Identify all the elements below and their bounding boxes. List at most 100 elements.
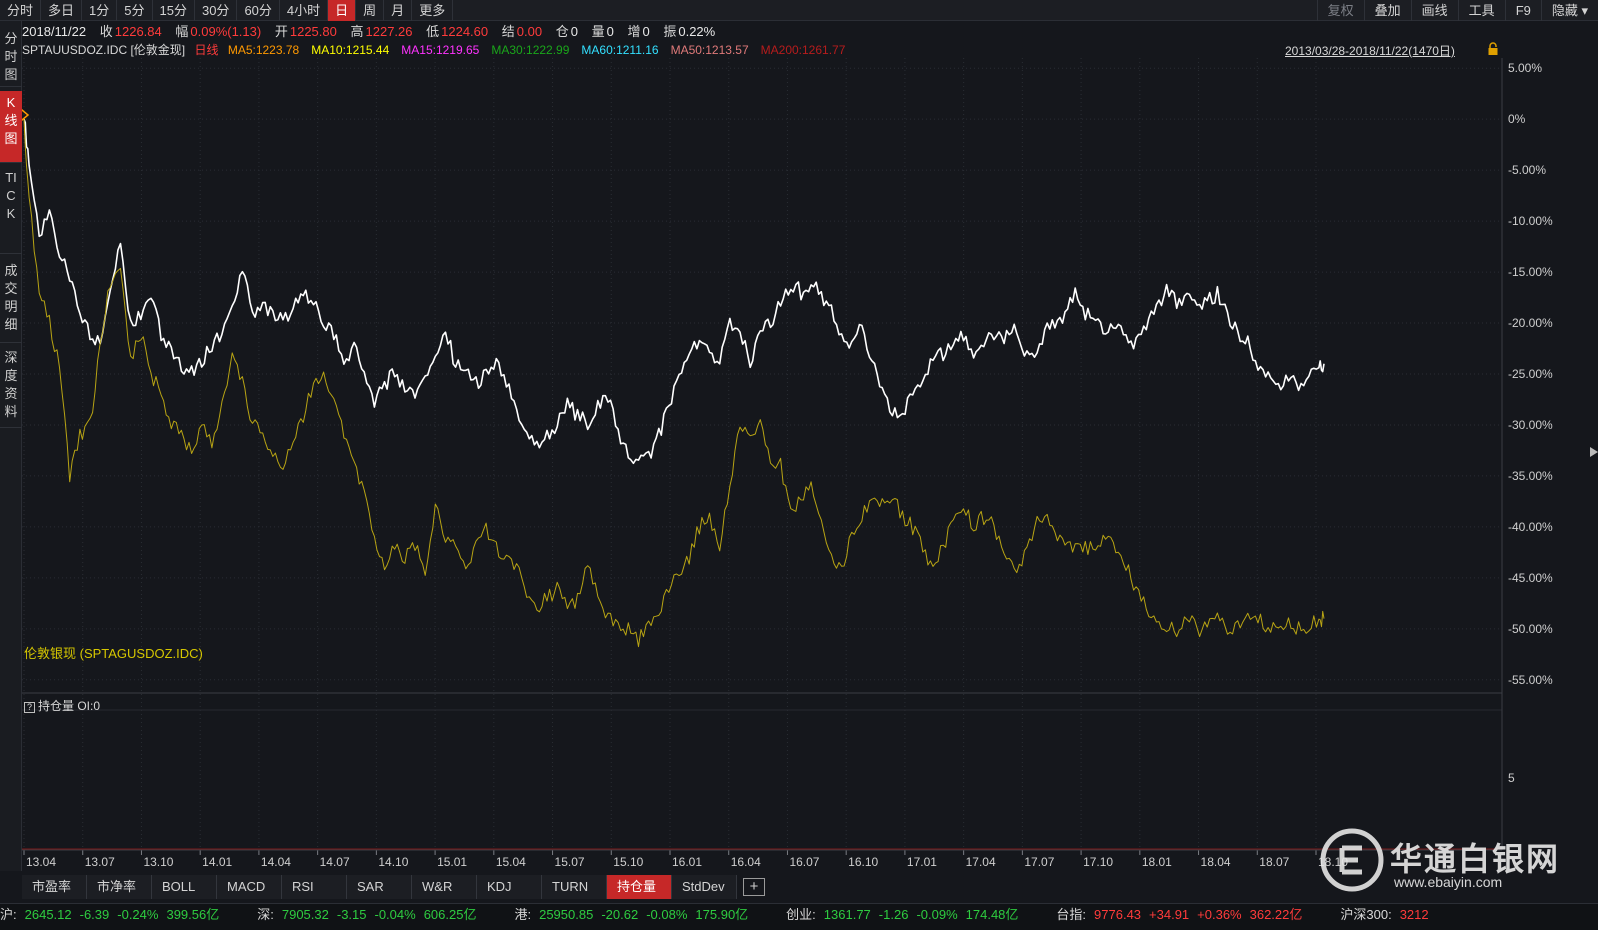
y-tick-label: -5.00% — [1508, 163, 1546, 177]
volume-value: 0 — [606, 24, 614, 39]
period-button[interactable]: 15分 — [153, 0, 195, 21]
indicator-tab[interactable]: 市净率 — [87, 875, 152, 899]
ticker-item[interactable]: 创业: 1361.77 -1.26 -0.09% 174.48亿 — [786, 907, 1026, 922]
ticker-value: 7905.32 — [281, 907, 329, 922]
open-value: 1225.80 — [289, 24, 337, 39]
ticker-change: -6.39 — [79, 907, 110, 922]
oi-axis-tick: 5 — [1508, 771, 1515, 785]
view-tab[interactable]: 分时图 — [0, 27, 22, 87]
period-button[interactable]: 更多 — [412, 0, 454, 21]
tool-button[interactable]: 叠加 — [1363, 0, 1411, 21]
y-tick-label: -10.00% — [1508, 214, 1553, 228]
x-tick-label: 13.10 — [143, 855, 173, 869]
ma-value: MA10:1215.44 — [311, 43, 390, 57]
y-tick-label: -45.00% — [1508, 571, 1553, 585]
y-axis-labels: 5.00% 0% -5.00% -10.00% -15.00% -20.00% -25.00… — [1508, 61, 1553, 687]
view-tab[interactable]: K线图 — [0, 91, 22, 163]
ticker-value: 2645.12 — [24, 907, 72, 922]
line-type-label[interactable]: 日线 — [194, 43, 219, 57]
y-tick-label: 5.00% — [1508, 61, 1542, 75]
ticker-item[interactable]: 沪深300: 3212 — [1340, 907, 1436, 922]
ma-value: MA60:1211.16 — [581, 43, 659, 57]
period-button[interactable]: 周 — [356, 0, 385, 21]
ticker-name: 台指: — [1056, 907, 1087, 922]
indicator-tab[interactable]: StdDev — [672, 875, 737, 899]
oi-label-text: 持仓量 OI:0 — [38, 699, 101, 713]
silver-series-line — [23, 119, 1325, 648]
y-tick-label: -25.00% — [1508, 367, 1553, 381]
period-button[interactable]: 5分 — [117, 0, 153, 21]
period-buttons: 分时 多日 1分 5分 15分 30分 60分 4小时日周月更多 — [0, 0, 454, 21]
ticker-amount: 606.25亿 — [423, 907, 477, 922]
watermark: 华通白银网 www.ebaiyin.com — [1320, 828, 1590, 898]
x-tick-label: 18.07 — [1259, 855, 1289, 869]
ticker-name: 港: — [514, 907, 532, 922]
settle-label: 结 — [501, 24, 515, 39]
tool-button[interactable]: 画线 — [1410, 0, 1458, 21]
period-button[interactable]: 4小时 — [280, 0, 329, 21]
tool-button[interactable]: 隐藏 ▾ — [1540, 0, 1598, 21]
view-tab[interactable]: 深度资料 — [0, 346, 22, 428]
period-button[interactable]: 日 — [328, 0, 357, 21]
y-tick-label: -35.00% — [1508, 469, 1553, 483]
gold-series-line — [23, 118, 1325, 465]
ticker-item[interactable]: 沪: 2645.12 -6.39 -0.24% 399.56亿 — [0, 907, 227, 922]
x-tick-label: 18.04 — [1201, 855, 1231, 869]
period-button[interactable]: 30分 — [195, 0, 238, 21]
lock-icon[interactable] — [1487, 42, 1499, 56]
tool-button[interactable]: F9 — [1504, 0, 1541, 21]
x-tick-label: 17.10 — [1083, 855, 1113, 869]
ticker-value: 1361.77 — [823, 907, 871, 922]
x-axis-labels: 13.04 13.07 13.10 14.01 14.04 14.07 14.10 15.01… — [26, 855, 1348, 869]
ticker-item[interactable]: 深: 7905.32 -3.15 -0.04% 606.25亿 — [257, 907, 484, 922]
indicator-tab[interactable]: BOLL — [152, 875, 217, 899]
help-icon[interactable]: ? — [24, 702, 35, 713]
add-indicator-icon[interactable]: + — [743, 878, 765, 896]
indicator-tab[interactable]: MACD — [217, 875, 282, 899]
ticker-change: -3.15 — [336, 907, 367, 922]
view-tabs: 分时图 K线图 TICK 成交明细深度资料 — [0, 21, 22, 871]
range-label: 幅 — [175, 24, 189, 39]
y-tick-label: -20.00% — [1508, 316, 1553, 330]
ticker-pct: -0.04% — [374, 907, 416, 922]
indicator-tab[interactable]: 持仓量 — [607, 875, 672, 899]
date-range[interactable]: 2013/03/28-2018/11/22(1470日) — [1285, 44, 1455, 58]
x-tick-label: 14.04 — [261, 855, 291, 869]
ticker-change: -1.26 — [878, 907, 909, 922]
ticker-name: 沪: — [0, 907, 17, 922]
kline-chart[interactable]: 5.00% 0% -5.00% -10.00% -15.00% -20.00% -25.00… — [0, 0, 1598, 903]
indicator-tab[interactable]: KDJ — [477, 875, 542, 899]
ticker-item[interactable]: 港: 25950.85 -20.62 -0.08% 175.90亿 — [514, 907, 756, 922]
y-tick-label: -40.00% — [1508, 520, 1553, 534]
view-tab[interactable]: TICK — [0, 166, 22, 254]
amplitude-label: 振 — [663, 24, 677, 39]
tool-button[interactable]: 复权 — [1316, 0, 1364, 21]
indicator-tab[interactable]: 市盈率 — [22, 875, 87, 899]
ticker-item[interactable]: 台指: 9776.43 +34.91 +0.36% 362.22亿 — [1056, 907, 1310, 922]
period-button[interactable]: 分时 — [0, 0, 42, 21]
position-label: 仓 — [555, 24, 569, 39]
ma-value: MA200:1261.77 — [760, 43, 846, 57]
indicator-tab[interactable]: SAR — [347, 875, 412, 899]
watermark-text: 华通白银网 — [1390, 841, 1561, 877]
quote-date: 2018/11/22 — [22, 24, 87, 39]
indicator-tab[interactable]: TURN — [542, 875, 607, 899]
period-button[interactable]: 60分 — [237, 0, 280, 21]
period-button[interactable]: 月 — [384, 0, 413, 21]
indicator-tab[interactable]: W&R — [412, 875, 477, 899]
oi-panel-label: ? 持仓量 OI:0 — [24, 697, 100, 714]
tool-button[interactable]: 工具 — [1457, 0, 1505, 21]
low-label: 低 — [426, 24, 440, 39]
ma-value: MA50:1213.57 — [670, 43, 749, 57]
amplitude-value: 0.22% — [678, 24, 716, 39]
settle-value: 0.00 — [516, 24, 543, 39]
period-button[interactable]: 多日 — [41, 0, 83, 21]
view-tab[interactable]: 成交明细 — [0, 259, 22, 343]
period-button[interactable]: 1分 — [82, 0, 118, 21]
ticker-pct: +0.36% — [1197, 907, 1242, 922]
right-expand-arrow-icon[interactable] — [1590, 447, 1598, 457]
y-tick-label: -15.00% — [1508, 265, 1553, 279]
increase-label: 增 — [627, 24, 641, 39]
indicator-tab[interactable]: RSI — [282, 875, 347, 899]
x-tick-label: 13.07 — [85, 855, 115, 869]
